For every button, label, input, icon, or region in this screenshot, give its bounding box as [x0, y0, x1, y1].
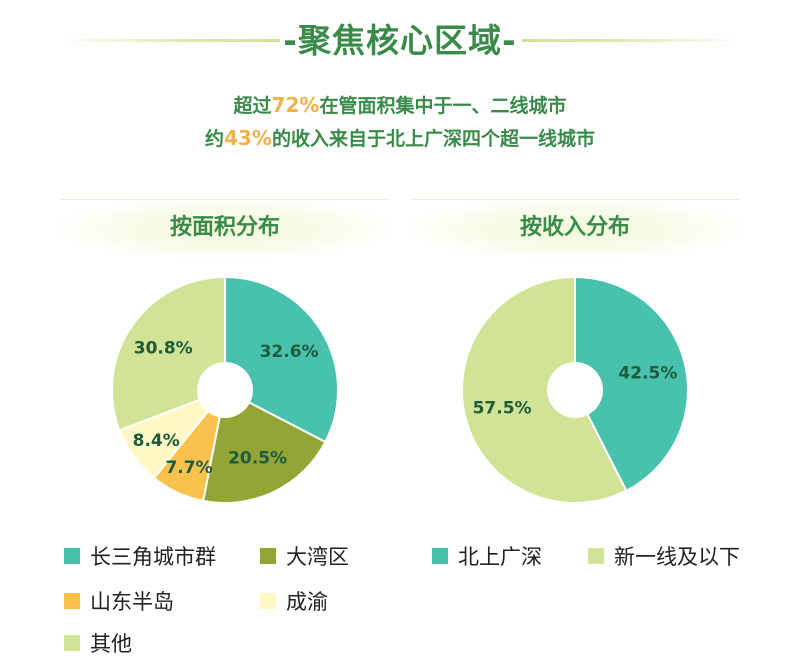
legend-swatch	[64, 548, 80, 564]
donut-hole	[547, 362, 603, 418]
pie-slice-0-1	[201, 388, 327, 504]
page-title: -聚焦核心区域-	[283, 21, 517, 60]
pie-label-0-2: 7.7%	[165, 458, 212, 478]
legend-swatch	[64, 635, 80, 651]
subtitle-line-2: 约43%的收入来自于北上广深四个超一线城市	[205, 126, 595, 150]
legend-item-shandong: 山东半岛	[64, 586, 174, 616]
legend-item-tier1: 北上广深	[432, 541, 542, 571]
pie-label-0-4: 30.8%	[134, 338, 193, 358]
legend-swatch	[260, 593, 276, 609]
panel-head-area: 按面积分布	[60, 199, 390, 258]
pie-label-1-1: 57.5%	[473, 399, 532, 419]
donut-hole	[197, 362, 253, 418]
panel-head-revenue: 按收入分布	[410, 199, 740, 258]
pie-slice-0-4	[111, 275, 226, 432]
pie-slice-0-0	[224, 275, 339, 444]
legend-swatch	[588, 548, 604, 564]
highlight-area-share: 72%	[271, 93, 320, 117]
legend-item-chengyu: 成渝	[260, 586, 328, 616]
pie-slice-1-0	[574, 275, 689, 493]
legend-item-new-tier1: 新一线及以下	[588, 541, 740, 571]
title-decor-left	[60, 39, 280, 42]
chart-title-revenue: 按收入分布	[519, 215, 630, 240]
legend-item-greater-bay: 大湾区	[260, 541, 349, 571]
pie-slice-1-1	[461, 275, 628, 504]
highlight-revenue-share: 43%	[224, 126, 272, 150]
legend-item-other: 其他	[64, 628, 132, 658]
legend-swatch	[64, 593, 80, 609]
legend-swatch	[432, 548, 448, 564]
subtitle-line-1: 超过72%在管面积集中于一、二线城市	[233, 93, 567, 117]
pie-chart-revenue: 42.5% 57.5%	[461, 275, 689, 504]
chart-title-area: 按面积分布	[169, 215, 280, 240]
pie-label-0-3: 8.4%	[133, 431, 180, 451]
pie-label-0-1: 20.5%	[228, 449, 287, 469]
pie-chart-area: 32.6% 20.5% 7.7% 8.4% 30.8%	[111, 275, 339, 504]
pie-label-1-0: 42.5%	[618, 363, 677, 383]
title-decor-right	[522, 39, 742, 42]
legend-item-yangtze: 长三角城市群	[64, 541, 216, 571]
legend-swatch	[260, 548, 276, 564]
pie-label-0-0: 32.6%	[260, 342, 319, 362]
